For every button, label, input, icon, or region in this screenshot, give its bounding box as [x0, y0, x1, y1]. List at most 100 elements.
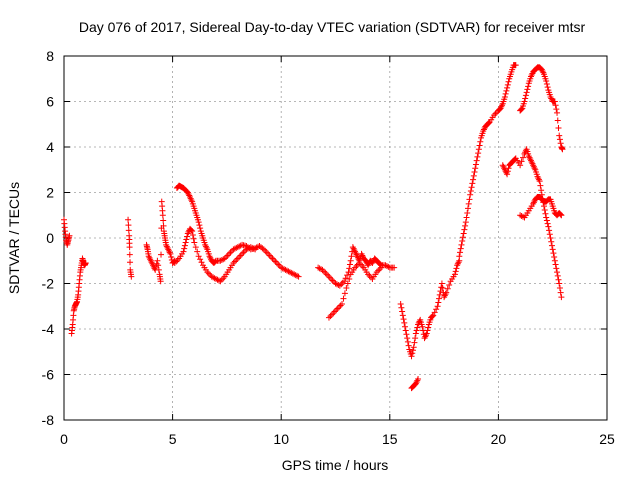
data-point [414, 324, 421, 331]
data-point [366, 272, 373, 279]
data-point [126, 244, 133, 251]
series-seg-b [68, 255, 89, 337]
series-seg-c [125, 216, 135, 280]
data-point [404, 338, 411, 345]
data-point [330, 310, 337, 317]
data-point [338, 281, 345, 288]
data-point [470, 176, 477, 183]
data-point [467, 191, 474, 198]
data-point [543, 81, 550, 88]
data-point [457, 245, 464, 252]
data-point [218, 256, 225, 263]
y-tick-label: 4 [46, 139, 54, 155]
data-point [554, 109, 561, 116]
data-point [409, 350, 416, 357]
data-point [551, 98, 558, 105]
data-point [428, 313, 435, 320]
grid-layer [64, 56, 607, 420]
data-point [127, 259, 134, 266]
data-point [554, 272, 561, 279]
data-point [160, 222, 167, 229]
data-point [520, 213, 527, 220]
data-point [503, 87, 510, 94]
data-point [550, 250, 557, 257]
data-point [543, 214, 550, 221]
data-point [546, 231, 553, 238]
data-point [249, 244, 256, 251]
data-point [557, 289, 564, 296]
data-point [344, 272, 351, 279]
data-point [444, 285, 451, 292]
data-point [470, 172, 477, 179]
data-point [502, 90, 509, 97]
data-point [466, 196, 473, 203]
data-point [455, 259, 462, 266]
data-point [521, 98, 528, 105]
data-point [183, 236, 190, 243]
data-point [543, 217, 550, 224]
data-point [399, 308, 406, 315]
data-point [378, 264, 385, 271]
x-tick-label: 20 [491, 431, 507, 447]
data-point [125, 216, 132, 223]
data-point [341, 290, 348, 297]
data-point [424, 327, 431, 334]
data-point [348, 253, 355, 260]
data-point [460, 230, 467, 237]
data-point [546, 227, 553, 234]
y-tick-label: -2 [42, 276, 55, 292]
data-point [557, 140, 564, 147]
series-seg-h-mid [499, 146, 565, 301]
data-point [346, 275, 353, 282]
data-point [155, 262, 162, 269]
data-point [409, 347, 416, 354]
x-tick-label: 10 [273, 431, 289, 447]
data-point [180, 248, 187, 255]
data-point [535, 175, 542, 182]
data-point [438, 280, 445, 287]
data-point [215, 277, 222, 284]
data-point [155, 266, 162, 273]
data-point [504, 171, 511, 178]
data-point [269, 255, 276, 262]
data-point [181, 245, 188, 252]
data-point [552, 261, 559, 268]
data-point [226, 250, 233, 257]
data-point [189, 228, 196, 235]
data-point [195, 253, 202, 260]
data-point [439, 285, 446, 292]
data-point [436, 295, 443, 302]
data-point [325, 314, 332, 321]
data-point [205, 270, 212, 277]
data-point [343, 285, 350, 292]
y-tick-label: 2 [46, 185, 54, 201]
data-point [459, 234, 466, 241]
data-point [443, 289, 450, 296]
data-point [181, 242, 188, 249]
data-point [233, 256, 240, 263]
data-point [203, 244, 210, 251]
data-point [125, 222, 132, 229]
data-point [316, 265, 323, 272]
y-tick-label: 6 [46, 94, 54, 110]
data-point [469, 180, 476, 187]
data-point [263, 249, 270, 256]
data-point [402, 327, 409, 334]
data-point [158, 251, 165, 258]
data-point [188, 227, 195, 234]
data-point [342, 275, 349, 282]
data-point [399, 312, 406, 319]
data-point [224, 252, 231, 259]
y-tick-label: 8 [46, 48, 54, 64]
series-seg-e-main [173, 182, 302, 280]
data-point [322, 269, 329, 276]
data-point [543, 78, 550, 85]
data-point [423, 330, 430, 337]
data-point [128, 273, 135, 280]
data-point [434, 303, 441, 310]
data-point [346, 265, 353, 272]
data-point [327, 313, 334, 320]
data-point [456, 253, 463, 260]
data-point [485, 119, 492, 126]
data-point [558, 212, 565, 219]
